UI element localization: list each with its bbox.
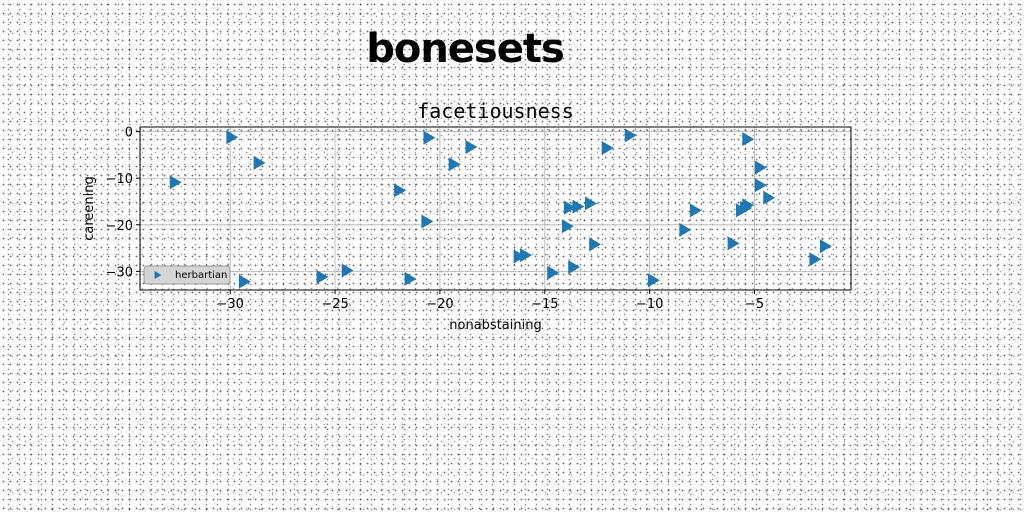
data-point xyxy=(584,196,597,211)
data-point xyxy=(226,130,239,145)
data-point xyxy=(316,269,329,284)
data-point xyxy=(819,239,832,254)
axis-ticks: −30 −25 −20 −15 −10 −5 0 −10 −20 −30 xyxy=(106,126,765,312)
data-point xyxy=(423,130,436,145)
data-point xyxy=(564,200,576,215)
data-point xyxy=(742,132,755,147)
data-point xyxy=(809,252,822,267)
data-point xyxy=(589,237,602,252)
data-point xyxy=(169,175,182,190)
data-point xyxy=(754,160,767,175)
data-point xyxy=(763,190,776,205)
data-point xyxy=(727,236,740,251)
y-axis-label: careening xyxy=(82,176,97,241)
scatter-points xyxy=(169,128,832,289)
data-point xyxy=(404,271,417,286)
legend-box xyxy=(143,265,231,285)
data-point xyxy=(679,222,692,237)
data-point xyxy=(465,140,478,155)
plot-area xyxy=(139,126,852,291)
data-point xyxy=(647,273,660,288)
data-point xyxy=(519,248,532,263)
data-point xyxy=(572,199,585,214)
data-point xyxy=(624,128,637,143)
y-tick-label: −30 xyxy=(106,265,133,280)
data-point xyxy=(448,157,461,172)
chart-title: facetiousness xyxy=(417,99,574,123)
x-tick-label: −20 xyxy=(426,297,453,312)
x-axis-label: nonabstaining xyxy=(449,318,541,333)
data-point xyxy=(568,260,581,275)
x-tick-label: −25 xyxy=(321,297,348,312)
x-tick-label: −15 xyxy=(531,297,558,312)
data-point xyxy=(513,249,526,264)
legend: herbartian xyxy=(143,265,231,285)
data-point xyxy=(253,155,266,170)
data-point xyxy=(421,214,434,229)
x-tick-label: −10 xyxy=(636,297,663,312)
y-tick-label: −20 xyxy=(106,219,133,234)
data-point xyxy=(754,178,767,193)
data-point xyxy=(561,219,574,234)
y-tick-label: −10 xyxy=(106,172,133,187)
data-point xyxy=(238,274,251,289)
data-point xyxy=(740,201,753,216)
grid-lines xyxy=(140,127,851,290)
y-tick-label: 0 xyxy=(125,126,133,141)
data-point xyxy=(394,183,407,198)
legend-label: herbartian xyxy=(175,270,227,281)
data-point xyxy=(341,263,354,278)
data-point xyxy=(547,265,560,280)
data-point xyxy=(689,203,702,218)
x-tick-label: −30 xyxy=(216,297,243,312)
data-point xyxy=(601,140,614,155)
legend-marker-icon xyxy=(154,271,162,279)
x-tick-label: −5 xyxy=(745,297,764,312)
figure-suptitle: bonesets xyxy=(366,26,565,72)
